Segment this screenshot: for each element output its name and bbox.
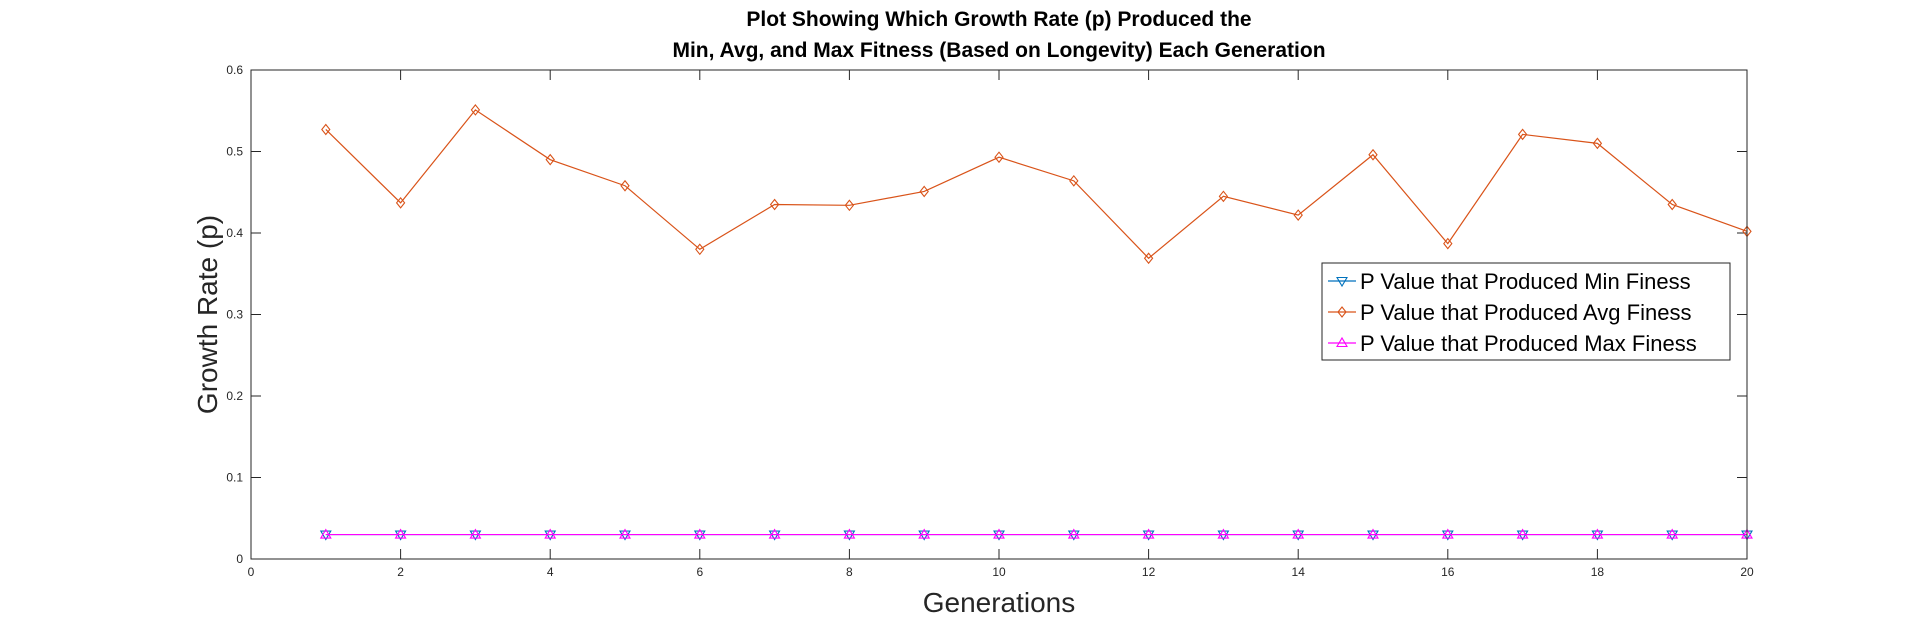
chart-title-line-2: Min, Avg, and Max Fitness (Based on Long… [672,39,1325,62]
data-point [1441,530,1454,541]
data-point [1666,530,1679,541]
data-point [1516,530,1529,541]
chart-title-line-1: Plot Showing Which Growth Rate (p) Produ… [746,8,1251,31]
legend-marker [1337,306,1347,318]
x-tick-label: 18 [1591,565,1605,579]
data-point [1292,528,1305,539]
y-tick-label: 0.6 [226,63,243,77]
y-tick-label: 0.3 [226,308,243,322]
data-point [1067,530,1080,541]
data-point [844,199,855,212]
legend-marker [1336,276,1348,288]
legend-marker [1336,336,1348,348]
data-point [1667,198,1677,211]
data-point [695,243,705,256]
data-point [1218,190,1229,203]
legend-label: P Value that Produced Min Finess [1360,269,1691,294]
ticks-layer: 0 2 4 6 8 10 12 14 16 18 20 0 0.1 0.2 0.3 0.4 0.5 0.6 [226,63,1754,579]
x-tick-label: 8 [846,565,853,579]
data-point [470,104,481,116]
x-tick-label: 14 [1292,565,1306,579]
legend-box [1321,262,1731,361]
data-point [768,530,781,541]
y-axis-label: Growth Rate (p) [192,215,223,414]
series-1 [321,104,1752,265]
data-point [1367,530,1379,541]
data-point [1516,528,1529,539]
x-tick-label: 6 [696,565,703,579]
x-tick-label: 12 [1142,565,1156,579]
data-point [395,196,406,209]
data-point [321,123,331,136]
data-point [1591,530,1604,541]
data-point [1293,209,1303,221]
data-point [394,528,407,539]
data-point [994,151,1004,164]
data-point [1067,528,1080,539]
data-point [545,153,555,166]
data-point [544,528,557,539]
legend-label: P Value that Produced Avg Finess [1360,300,1691,325]
x-tick-label: 16 [1441,565,1455,579]
data-point [843,528,856,539]
data-point [1217,528,1230,539]
data-point [319,528,332,539]
data-point [1368,148,1378,161]
data-point [993,530,1005,541]
data-point [843,530,856,541]
plot-frame [250,69,1748,560]
y-tick-label: 0.4 [226,226,243,240]
data-point [1069,174,1079,187]
x-tick-label: 4 [547,565,554,579]
data-point [1517,128,1528,141]
data-point [1217,530,1230,541]
data-point [469,528,482,539]
data-point [319,530,332,541]
data-point [1591,528,1604,539]
data-point [918,528,931,539]
x-axis-label: Generations [923,587,1076,618]
data-point [1441,528,1454,539]
data-point [769,198,780,211]
x-tick-label: 2 [397,565,404,579]
legend: P Value that Produced Min Finess P Value … [1321,262,1731,361]
data-point [1142,530,1155,541]
y-tick-label: 0.1 [226,471,243,485]
data-point [544,530,557,541]
data-point [1666,528,1679,539]
y-tick-label: 0 [236,552,243,566]
y-tick-label: 0.5 [226,145,243,159]
data-point [693,528,706,539]
data-point [693,530,706,541]
data-point [1292,530,1305,541]
data-point [469,530,482,541]
data-point [993,528,1005,539]
x-tick-label: 20 [1740,565,1754,579]
series-line [325,109,1748,260]
y-tick-label: 0.2 [226,389,243,403]
data-point [619,530,631,541]
x-tick-label: 0 [248,565,255,579]
data-point [1142,528,1155,539]
data-point [394,530,407,541]
legend-label: P Value that Produced Max Finess [1360,331,1697,356]
data-point [919,185,929,198]
data-point [620,179,630,192]
data-point [1367,528,1379,539]
data-point [619,528,631,539]
x-tick-label: 10 [992,565,1006,579]
data-point [1592,137,1603,150]
data-point [918,530,931,541]
data-point [1443,237,1453,250]
data-point [768,528,781,539]
data-point [1143,252,1154,265]
